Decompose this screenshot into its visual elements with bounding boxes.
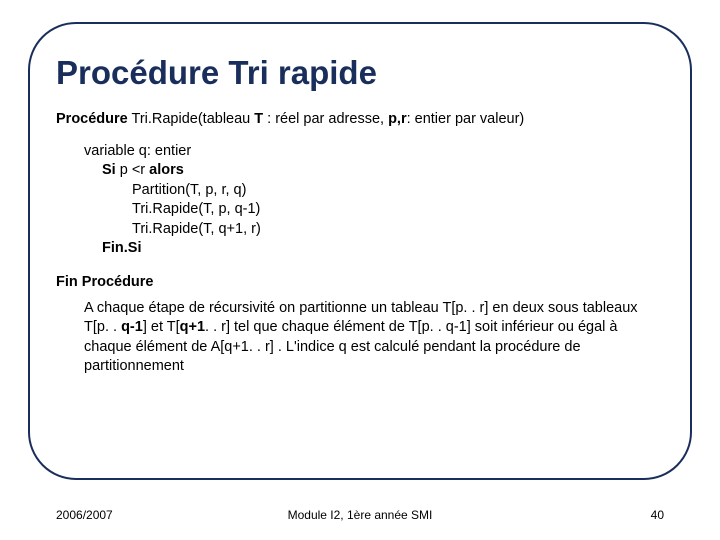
si-cond: p <r (116, 162, 149, 178)
var-decl: variable q: entier (84, 142, 664, 162)
slide-title: Procédure Tri rapide (56, 54, 377, 92)
call-trirapide-2: Tri.Rapide(T, q+1, r) (132, 220, 664, 240)
procedure-signature: Procédure Tri.Rapide(tableau T : réel pa… (56, 110, 664, 130)
call-partition: Partition(T, p, r, q) (132, 181, 664, 201)
proc-name: Tri.Rapide(tableau (128, 111, 255, 127)
proc-keyword: Procédure (56, 111, 128, 127)
si-line: Si p <r alors (102, 161, 664, 181)
param-t: T (254, 111, 263, 127)
desc-q1: q-1 (121, 319, 143, 335)
param-pr: p,r (388, 111, 407, 127)
finsi: Fin.Si (102, 239, 664, 259)
sig-mid1: : réel par adresse, (263, 111, 388, 127)
finproc: Fin Procédure (56, 273, 664, 293)
desc-q2: q+1 (180, 319, 205, 335)
sig-mid2: : entier par valeur) (407, 111, 525, 127)
alors-keyword: alors (149, 162, 184, 178)
code-block: variable q: entier Si p <r alors Partiti… (84, 142, 664, 259)
footer-module: Module I2, 1ère année SMI (0, 508, 720, 522)
slide-content: Procédure Tri.Rapide(tableau T : réel pa… (56, 110, 664, 377)
si-keyword: Si (102, 162, 116, 178)
call-trirapide-1: Tri.Rapide(T, p, q-1) (132, 200, 664, 220)
footer-page-number: 40 (651, 508, 664, 522)
desc-p1b: ] et T[ (143, 319, 180, 335)
description-paragraph: A chaque étape de récursivité on partiti… (84, 299, 644, 377)
